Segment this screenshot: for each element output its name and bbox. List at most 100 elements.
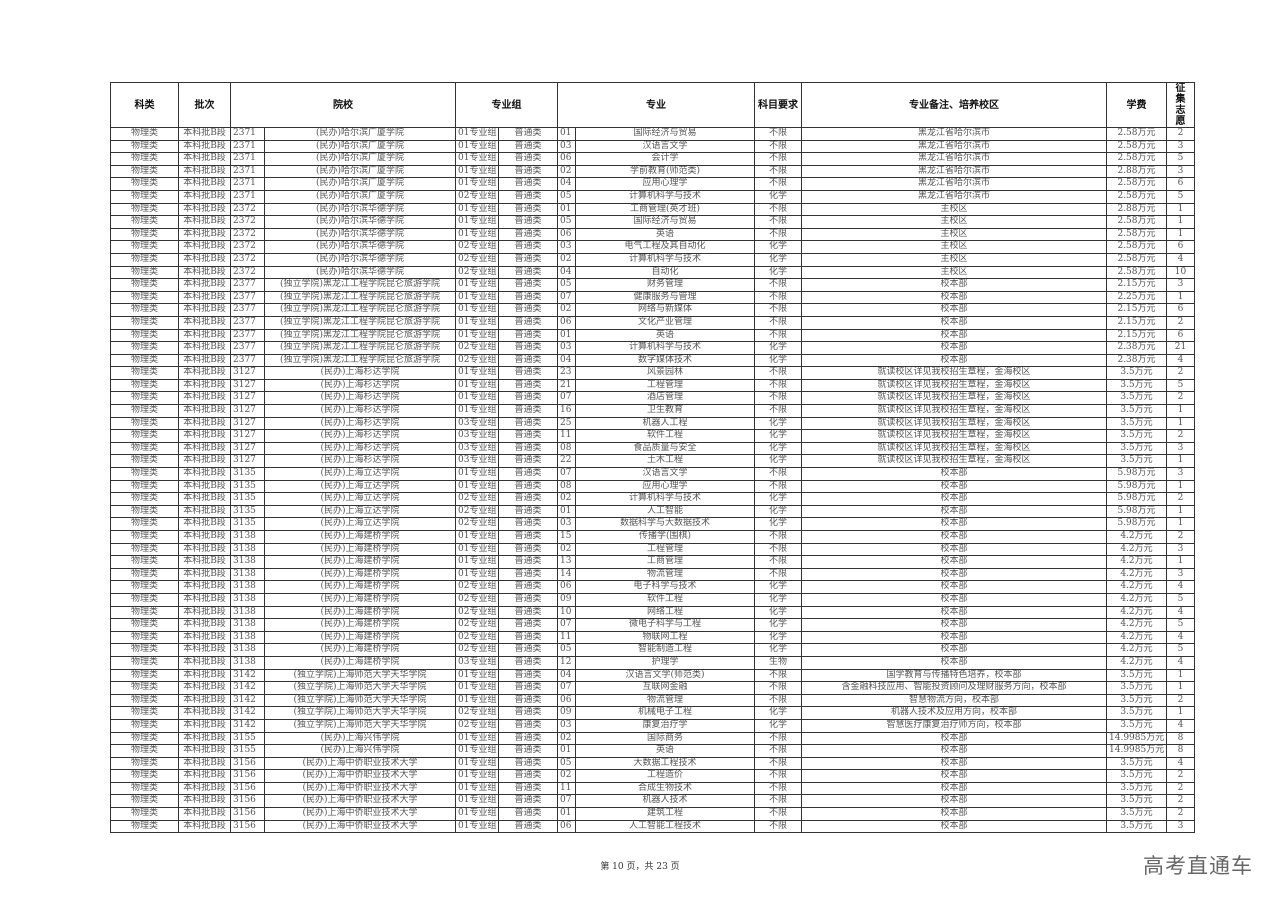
cell-category: 物理类: [110, 643, 179, 657]
cell-major-code: 01: [557, 807, 576, 821]
cell-notes: 校本部: [801, 504, 1107, 519]
cell-notes: 校本部: [801, 467, 1107, 481]
table-row: 物理类 本科批B段 3138 (民办)上海建桥学院 01专业组 普通类 15 传播学(围棋) 不…: [110, 530, 1195, 544]
cell-major-code: 03: [557, 240, 576, 254]
cell-group-type: 普通类: [498, 781, 558, 796]
cell-school-code: 3127: [230, 378, 265, 393]
cell-major-code: 22: [557, 454, 576, 469]
table-row: 物理类 本科批B段 3138 (民办)上海建桥学院 02专业组 普通类 11 物联网工程 化学校…: [110, 630, 1195, 645]
cell-requirement: 不限: [754, 668, 802, 683]
cell-school-code: 3156: [230, 769, 265, 783]
cell-school-code: 3142: [230, 718, 265, 733]
table-row: 物理类 本科批B段 3138 (民办)上海建桥学院 02专业组 普通类 05 智能制造工程 化学…: [110, 643, 1195, 657]
cell-major-code: 05: [557, 756, 576, 771]
cell-batch: 本科批B段: [178, 429, 231, 443]
cell-major-code: 25: [557, 416, 576, 431]
cell-group-type: 普通类: [498, 504, 558, 519]
cell-group: 01专业组: [455, 769, 499, 783]
cell-group-type: 普通类: [498, 744, 558, 758]
cell-fee: 5.98万元: [1106, 467, 1167, 481]
cell-major-name: 护理学: [575, 655, 755, 670]
cell-major-code: 21: [557, 378, 576, 393]
cell-school-name: (民办)哈尔滨广厦学院: [264, 127, 456, 141]
cell-group-type: 普通类: [498, 794, 558, 809]
cell-batch: 本科批B段: [178, 164, 231, 179]
header-category: 科类: [110, 82, 179, 128]
cell-major-code: 07: [557, 290, 576, 305]
cell-major-name: 工商管理(英才班): [575, 202, 755, 217]
cell-batch: 本科批B段: [178, 189, 231, 204]
cell-requirement: 不限: [754, 731, 802, 746]
cell-category: 物理类: [110, 429, 179, 443]
cell-notes: 校本部: [801, 303, 1107, 317]
cell-school-code: 3127: [230, 366, 265, 380]
cell-major-code: 02: [557, 542, 576, 557]
table-row: 物理类 本科批B段 3156 (民办)上海中侨职业技术大学 01专业组 普通类 05 大数据工…: [110, 756, 1195, 771]
cell-requirement: 化学: [754, 341, 802, 355]
cell-major-name: 国际经济与贸易: [575, 215, 755, 229]
cell-group-type: 普通类: [498, 580, 558, 594]
cell-group-type: 普通类: [498, 769, 558, 783]
cell-school-code: 2371: [230, 139, 265, 154]
cell-school-name: (民办)哈尔滨华德学院: [264, 265, 456, 280]
table-row: 物理类 本科批B段 3127 (民办)上海杉达学院 01专业组 普通类 07 酒店管理 不限 就读…: [110, 391, 1195, 406]
cell-school-code: 2371: [230, 189, 265, 204]
cell-school-code: 3142: [230, 693, 265, 708]
cell-category: 物理类: [110, 618, 179, 632]
cell-group-type: 普通类: [498, 693, 558, 708]
cell-group-type: 普通类: [498, 139, 558, 154]
table-row: 物理类 本科批B段 2372 (民办)哈尔滨华德学院 01专业组 普通类 01 工商管理(英才…: [110, 202, 1195, 217]
cell-quota: 2: [1166, 391, 1195, 406]
cell-notes: 校本部: [801, 492, 1107, 506]
cell-requirement: 不限: [754, 315, 802, 330]
cell-group-type: 普通类: [498, 517, 558, 531]
cell-group-type: 普通类: [498, 731, 558, 746]
cell-quota: 5: [1166, 643, 1195, 657]
table-row: 物理类 本科批B段 2372 (民办)哈尔滨华德学院 02专业组 普通类 03 电气工程及其自…: [110, 240, 1195, 254]
cell-batch: 本科批B段: [178, 152, 231, 166]
cell-notes: 校本部: [801, 328, 1107, 343]
cell-requirement: 化学: [754, 605, 802, 620]
cell-group-type: 普通类: [498, 341, 558, 355]
cell-school-code: 2371: [230, 177, 265, 191]
cell-category: 物理类: [110, 227, 179, 242]
cell-major-name: 互联网金融: [575, 681, 755, 695]
cell-quota: 2: [1166, 769, 1195, 783]
cell-school-name: (民办)哈尔滨广厦学院: [264, 164, 456, 179]
cell-notes: 校本部: [801, 781, 1107, 796]
admissions-table: 科类 批次 院校 专业组 专业 科目要求 专业备注、培养校区 学费 征集志愿 物…: [110, 82, 1195, 834]
cell-school-name: (民办)上海杉达学院: [264, 429, 456, 443]
cell-category: 物理类: [110, 353, 179, 368]
cell-batch: 本科批B段: [178, 567, 231, 582]
cell-school-code: 2377: [230, 353, 265, 368]
cell-major-code: 05: [557, 215, 576, 229]
cell-batch: 本科批B段: [178, 744, 231, 758]
table-row: 物理类 本科批B段 3156 (民办)上海中侨职业技术大学 01专业组 普通类 11 合成生物…: [110, 781, 1195, 796]
cell-notes: 校本部: [801, 290, 1107, 305]
table-row: 物理类 本科批B段 2372 (民办)哈尔滨华德学院 01专业组 普通类 06 英语 不限 主校区…: [110, 227, 1195, 242]
cell-notes: 国学教育与传播特色培养，校本部: [801, 668, 1107, 683]
cell-batch: 本科批B段: [178, 769, 231, 783]
cell-group: 03专业组: [455, 429, 499, 443]
cell-category: 物理类: [110, 756, 179, 771]
cell-major-code: 12: [557, 655, 576, 670]
cell-group: 01专业组: [455, 164, 499, 179]
cell-group: 01专业组: [455, 567, 499, 582]
cell-batch: 本科批B段: [178, 404, 231, 418]
cell-fee: 5.98万元: [1106, 492, 1167, 506]
cell-school-name: (民办)上海建桥学院: [264, 542, 456, 557]
cell-category: 物理类: [110, 303, 179, 317]
cell-school-name: (民办)上海立达学院: [264, 467, 456, 481]
cell-fee: 3.5万元: [1106, 366, 1167, 380]
cell-requirement: 不限: [754, 202, 802, 217]
cell-batch: 本科批B段: [178, 756, 231, 771]
cell-fee: 2.88万元: [1106, 164, 1167, 179]
cell-notes: 智慧物流方向，校本部: [801, 693, 1107, 708]
cell-school-name: (独立学院)黑龙江工程学院昆仑旅游学院: [264, 303, 456, 317]
cell-group-type: 普通类: [498, 164, 558, 179]
cell-fee: 3.5万元: [1106, 693, 1167, 708]
cell-category: 物理类: [110, 819, 179, 834]
cell-school-code: 3142: [230, 668, 265, 683]
cell-quota: 2: [1166, 794, 1195, 809]
cell-major-code: 05: [557, 278, 576, 292]
